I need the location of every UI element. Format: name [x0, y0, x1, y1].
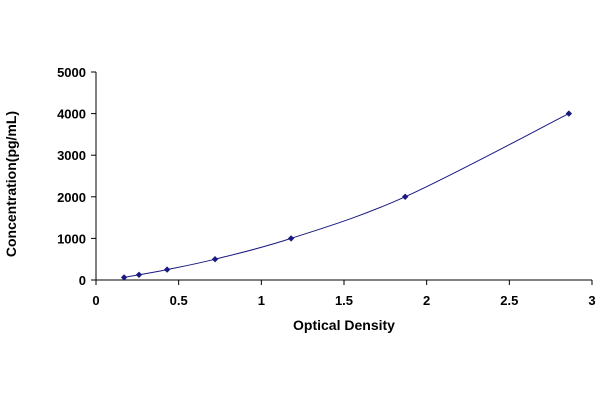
y-axis-label: Concentration(pg/mL)	[3, 111, 19, 257]
data-point	[211, 256, 219, 263]
curve-layer	[124, 113, 570, 278]
x-tick-label: 3	[588, 293, 595, 308]
x-tick-label: 2	[423, 293, 430, 308]
data-point	[163, 266, 171, 273]
x-tick-label: 0.5	[170, 293, 188, 308]
series-curve	[124, 113, 570, 278]
data-point	[135, 271, 143, 278]
x-tick-label: 1.5	[335, 293, 353, 308]
y-tick-label: 2000	[57, 190, 86, 205]
y-tick-label: 0	[79, 273, 86, 288]
points-layer	[120, 110, 573, 281]
data-point	[287, 235, 295, 242]
y-tick-label: 1000	[57, 231, 86, 246]
data-point	[401, 193, 409, 200]
x-tick-label: 1	[258, 293, 265, 308]
x-ticks: 0 0.5 1 1.5 2 2.5 3	[92, 280, 596, 308]
y-tick-label: 5000	[57, 65, 86, 80]
x-tick-label: 0	[92, 293, 99, 308]
y-tick-label: 3000	[57, 148, 86, 163]
y-tick-label: 4000	[57, 107, 86, 122]
axes	[95, 72, 592, 281]
x-tick-label: 2.5	[500, 293, 518, 308]
x-axis-label: Optical Density	[293, 317, 395, 333]
data-point	[565, 110, 573, 117]
data-point	[120, 274, 128, 281]
y-ticks: 0 1000 2000 3000 4000 5000	[57, 65, 96, 288]
